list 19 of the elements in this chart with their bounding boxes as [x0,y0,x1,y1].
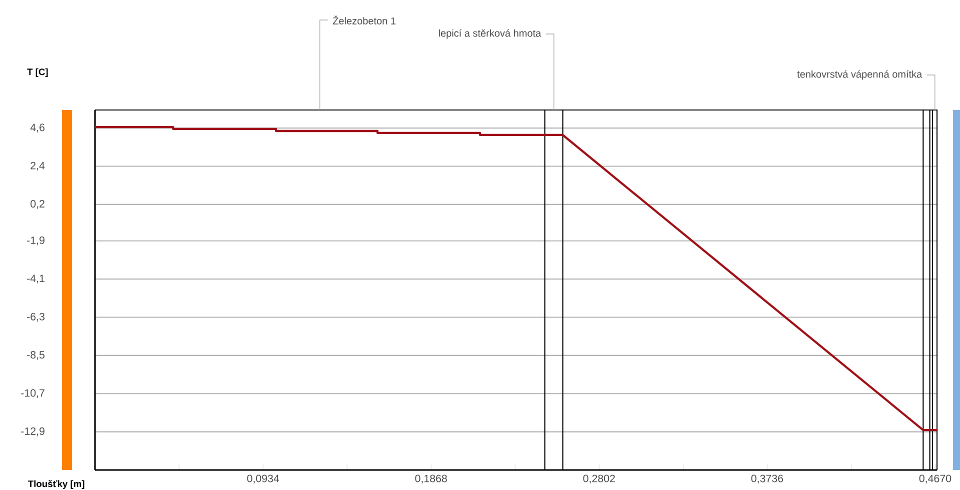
x-tick-label: 0,1868 [415,474,447,484]
text: Železobeton 1 [332,16,396,24]
y-tick-label: -1,9 [27,236,44,246]
y-axis-title: T [C] [27,68,48,78]
y-tick-label: -4,1 [27,274,44,284]
x-tick-label: 0,2802 [583,474,615,484]
text: tenkovrstvá vápenná omítka [797,70,922,80]
x-tick-label: 0,0934 [247,474,280,484]
y-tick-label: 4,6 [30,124,44,132]
y-tick-label: 0,2 [30,200,44,209]
y-tick-label: 2,4 [30,162,45,171]
y-tick-label: -12,9 [21,427,44,436]
y-tick-label: -10,7 [21,389,44,398]
text: lepicí a stěrková hmota [438,29,542,39]
y-tick-label: -8,5 [27,351,45,360]
x-tick-label: 0,3736 [751,474,784,484]
x-tick-label: 0,4670 [919,474,952,484]
y-tick-label: -6,3 [27,312,44,322]
x-axis-title: Tloušťky [m] [28,480,84,489]
